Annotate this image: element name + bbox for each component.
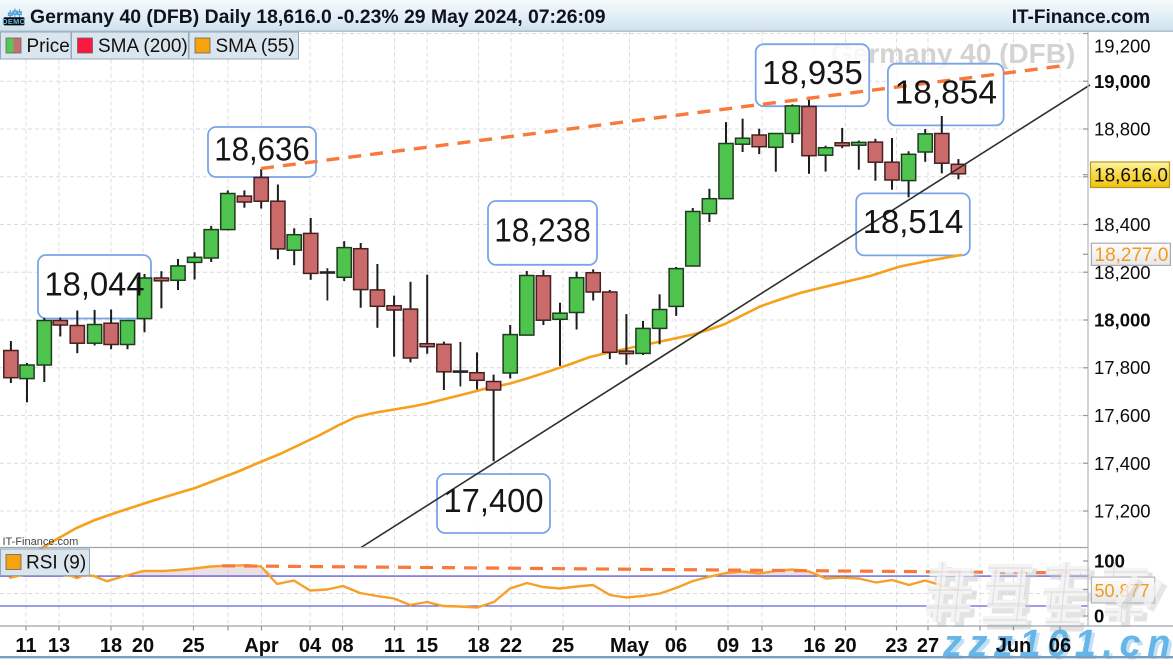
svg-text:18,616.0: 18,616.0 [1094, 166, 1168, 187]
svg-text:09: 09 [717, 635, 739, 657]
svg-text:19,000: 19,000 [1094, 71, 1151, 92]
svg-text:27: 27 [917, 635, 939, 657]
svg-text:20: 20 [132, 635, 154, 657]
svg-text:Jun: Jun [996, 635, 1032, 657]
svg-text:18,935: 18,935 [762, 54, 862, 91]
svg-text:18: 18 [467, 635, 489, 657]
svg-text:Apr: Apr [244, 635, 279, 657]
svg-text:IT-Finance.com: IT-Finance.com [3, 536, 79, 548]
svg-text:Germany 40 (DFB) Daily 18,616.: Germany 40 (DFB) Daily 18,616.0 -0.23% 2… [30, 6, 606, 28]
svg-text:18,200: 18,200 [1094, 262, 1151, 283]
svg-text:18,044: 18,044 [45, 265, 145, 302]
svg-text:20: 20 [834, 635, 856, 657]
svg-text:0: 0 [1094, 606, 1104, 627]
svg-text:15: 15 [416, 635, 438, 657]
svg-text:23: 23 [885, 635, 907, 657]
svg-text:zzz101.cn: zzz101.cn [945, 626, 1173, 660]
svg-text:22: 22 [500, 635, 522, 657]
svg-text:13: 13 [48, 635, 70, 657]
svg-text:18,000: 18,000 [1094, 310, 1151, 331]
svg-text:13: 13 [751, 635, 773, 657]
svg-text:06: 06 [1049, 635, 1071, 657]
svg-text:17,400: 17,400 [1094, 453, 1151, 474]
svg-text:16: 16 [803, 635, 825, 657]
svg-text:25: 25 [552, 635, 574, 657]
svg-text:18: 18 [100, 635, 122, 657]
svg-text:17,800: 17,800 [1094, 357, 1151, 378]
svg-text:18,238: 18,238 [494, 212, 591, 249]
svg-text:08: 08 [331, 635, 353, 657]
svg-text:18,400: 18,400 [1094, 214, 1151, 235]
svg-text:04: 04 [299, 635, 322, 657]
svg-text:SMA (55): SMA (55) [216, 36, 295, 57]
svg-text:18,636: 18,636 [214, 131, 310, 168]
svg-text:100: 100 [1094, 551, 1125, 572]
svg-text:11: 11 [384, 635, 405, 657]
svg-text:18,514: 18,514 [863, 203, 964, 240]
svg-text:19,200: 19,200 [1094, 36, 1151, 57]
svg-text:DEMO: DEMO [2, 17, 26, 26]
svg-text:18,800: 18,800 [1094, 119, 1151, 140]
svg-text:RSI (9): RSI (9) [26, 553, 86, 574]
svg-text:18,854: 18,854 [895, 73, 997, 110]
svg-text:May: May [610, 635, 650, 657]
svg-text:17,200: 17,200 [1094, 501, 1151, 522]
svg-text:SMA (200): SMA (200) [98, 36, 188, 57]
svg-text:11: 11 [15, 635, 36, 657]
svg-text:25: 25 [182, 635, 204, 657]
svg-text:Price: Price [27, 36, 70, 57]
svg-text:06: 06 [665, 635, 687, 657]
svg-text:18,277.0: 18,277.0 [1095, 245, 1169, 266]
svg-text:17,400: 17,400 [444, 482, 544, 519]
svg-text:17,600: 17,600 [1094, 405, 1151, 426]
svg-text:50.877: 50.877 [1095, 581, 1150, 601]
svg-text:IT-Finance.com: IT-Finance.com [1012, 7, 1150, 28]
